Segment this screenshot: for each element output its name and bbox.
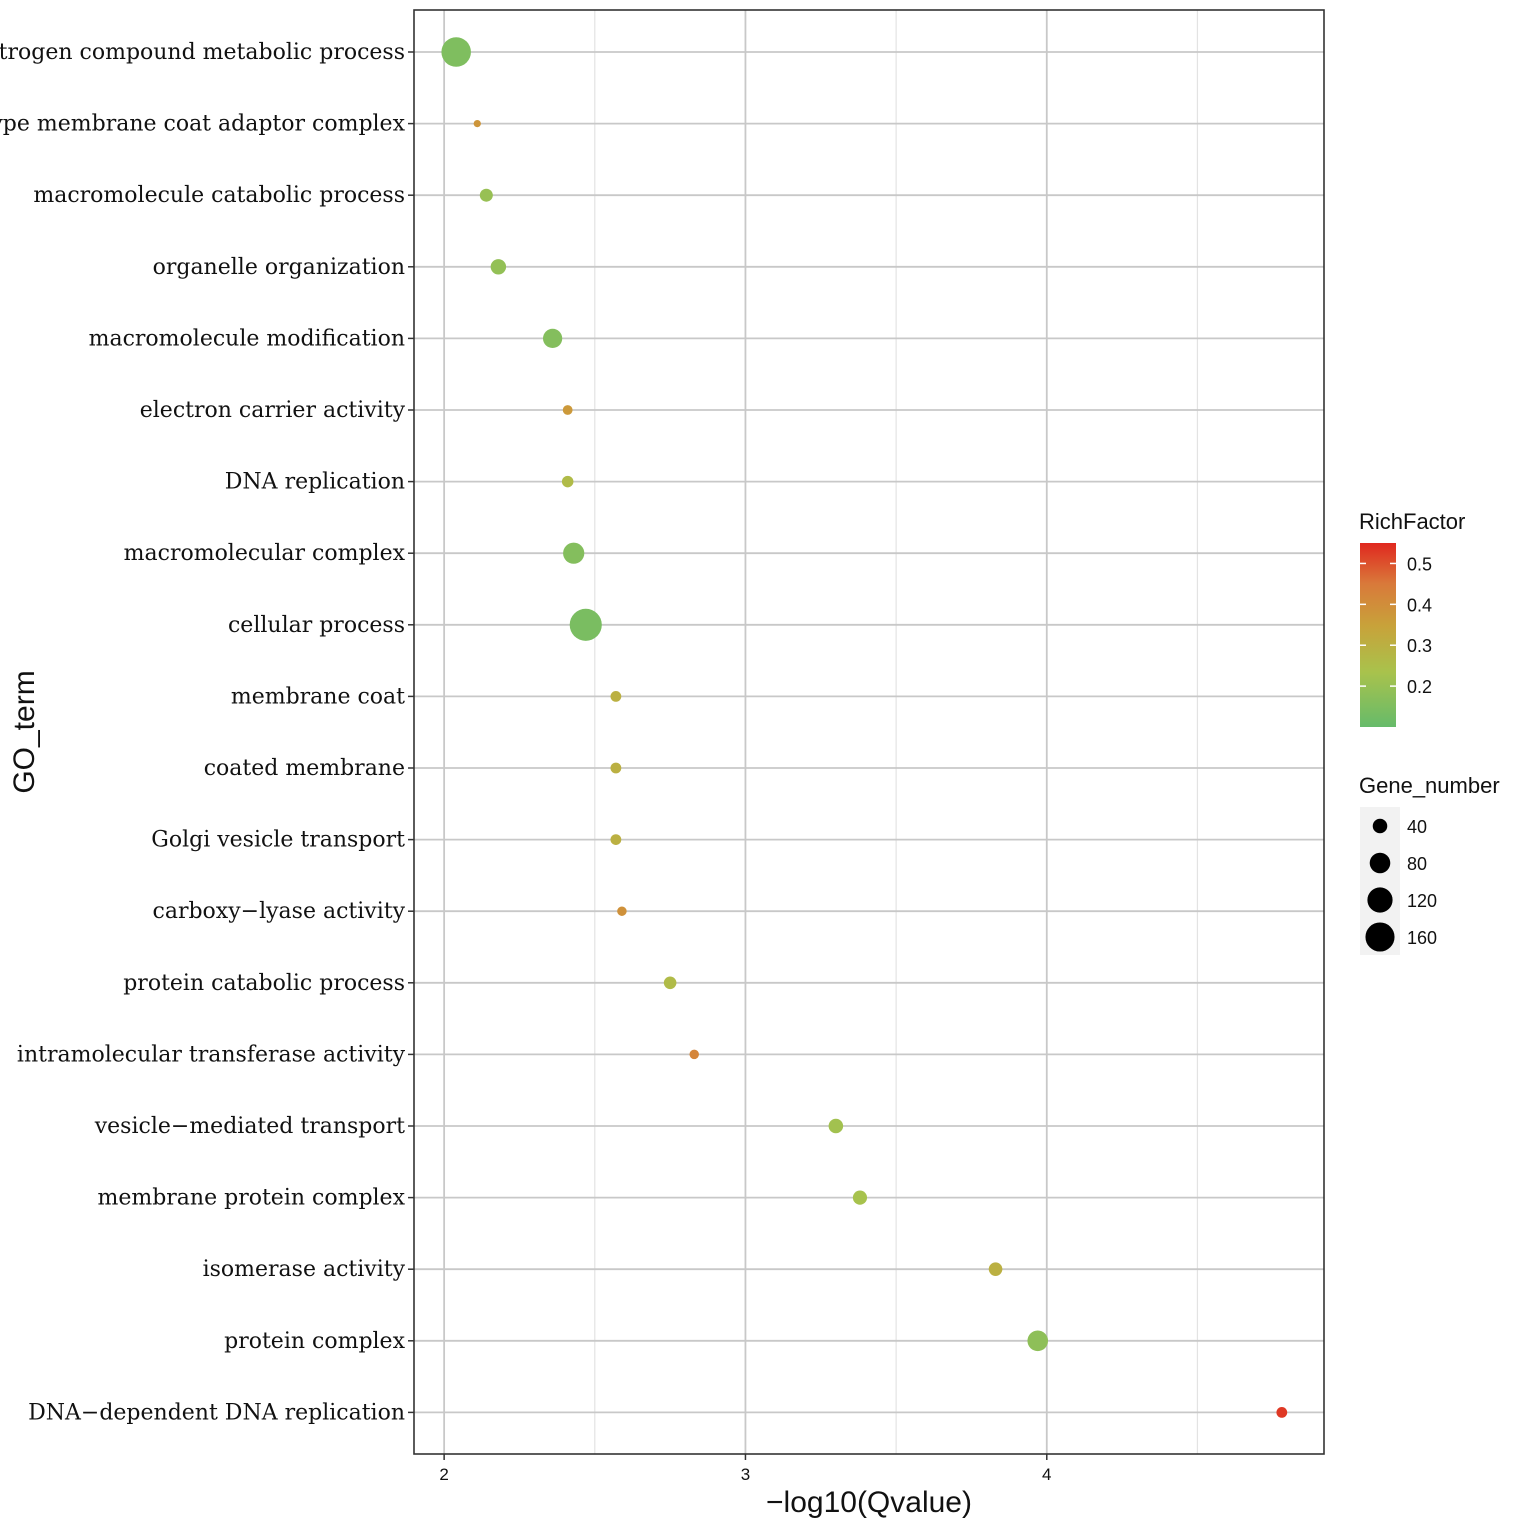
x-axis-title: −log10(Qvalue) [766, 1486, 972, 1519]
bubble-point [852, 1190, 868, 1205]
bubble-point [562, 405, 573, 415]
color-legend-title: RichFactor [1359, 509, 1465, 534]
go-term-label: membrane coat [231, 684, 405, 709]
size-legend: Gene_number 40 80 120 160 [1359, 773, 1500, 955]
bubble-point [610, 762, 622, 774]
bubble-point [542, 328, 563, 349]
size-legend-key [1365, 922, 1395, 952]
bubble-point [828, 1118, 844, 1134]
size-legend-key [1367, 887, 1393, 913]
bubble-point [663, 976, 677, 990]
x-tick-label: 2 [439, 1465, 448, 1484]
go-term-label: nitrogen compound metabolic process [0, 40, 405, 65]
go-term-label: carboxy−lyase activity [153, 899, 406, 924]
bubble-point [563, 542, 585, 564]
bubble-point [689, 1049, 699, 1060]
plot-panel [413, 9, 1325, 1455]
bubble-point [473, 119, 481, 128]
bubble-point [569, 608, 602, 641]
size-legend-key [1372, 818, 1388, 834]
go-term-label: macromolecule modification [89, 326, 405, 351]
go-term-label: vesicle−mediated transport [94, 1114, 405, 1139]
y-ticks [408, 51, 414, 1414]
x-axis: 2 3 4 [439, 1454, 1052, 1484]
go-term-label: electron carrier activity [140, 398, 406, 423]
size-legend-label: 120 [1407, 891, 1437, 911]
grid-lines [414, 10, 1324, 1454]
color-legend: RichFactor 0.5 0.4 0.3 0.2 [1359, 509, 1465, 727]
bubble-point [479, 188, 493, 202]
go-term-label: DNA−dependent DNA replication [28, 1400, 405, 1425]
y-tick-labels: nitrogen compound metabolic process AP−ty… [0, 40, 406, 1425]
data-points [441, 37, 1288, 1418]
bubble-point [617, 906, 627, 916]
go-term-label: cellular process [228, 613, 405, 638]
bubble-point [610, 834, 622, 845]
color-bar [1360, 543, 1396, 727]
go-term-label: AP−type membrane coat adaptor complex [0, 112, 406, 137]
go-term-label: membrane protein complex [97, 1186, 405, 1211]
bubble-point [988, 1262, 1003, 1277]
size-legend-label: 80 [1407, 854, 1427, 874]
go-term-label: macromolecular complex [124, 541, 406, 566]
go-term-label: macromolecule catabolic process [33, 183, 405, 208]
size-legend-title: Gene_number [1359, 773, 1500, 798]
x-tick-label: 3 [741, 1465, 750, 1484]
go-term-label: coated membrane [204, 756, 405, 781]
bubble-point [490, 259, 507, 275]
go-term-label: intramolecular transferase activity [17, 1042, 406, 1067]
color-legend-label: 0.2 [1407, 677, 1432, 697]
go-term-label: Golgi vesicle transport [151, 828, 405, 853]
go-term-label: DNA replication [225, 470, 405, 495]
bubble-point [1027, 1330, 1049, 1352]
color-legend-label: 0.4 [1407, 595, 1432, 615]
go-term-label: isomerase activity [203, 1257, 406, 1282]
size-legend-label: 160 [1407, 928, 1437, 948]
go-term-label: protein catabolic process [123, 971, 405, 996]
size-legend-label: 40 [1407, 817, 1427, 837]
bubble-point [441, 37, 471, 67]
bubble-point [1276, 1407, 1288, 1418]
color-legend-label: 0.3 [1407, 636, 1432, 656]
x-tick-label: 4 [1042, 1465, 1051, 1484]
go-term-label: protein complex [224, 1329, 405, 1354]
color-legend-label: 0.5 [1407, 554, 1432, 574]
go-term-label: organelle organization [153, 255, 405, 280]
bubble-point [561, 475, 574, 488]
size-legend-key [1369, 852, 1391, 874]
bubble-point [610, 691, 622, 702]
y-axis-title: GO_term [8, 670, 41, 793]
